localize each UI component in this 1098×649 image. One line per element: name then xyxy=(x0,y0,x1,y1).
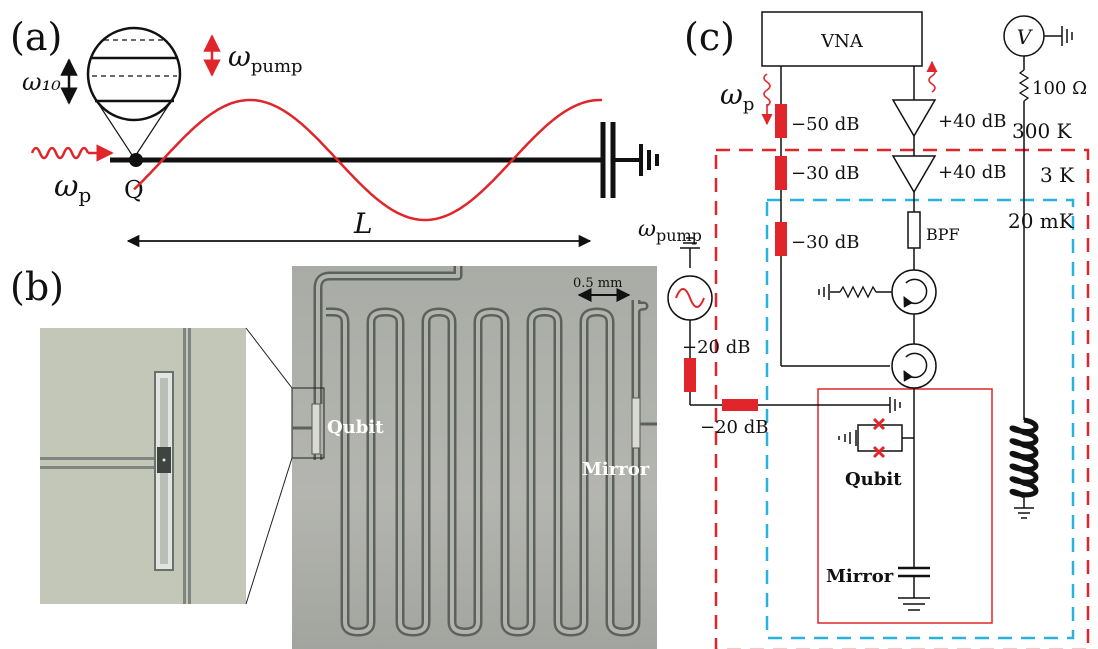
qubit-squid xyxy=(858,425,902,451)
pump-att-b-label: −20 dB xyxy=(700,417,768,438)
attenuator-30db-a xyxy=(775,156,787,190)
amplifier-3k xyxy=(893,156,935,192)
length-label: L xyxy=(353,207,373,240)
panel-c-label: (c) xyxy=(684,15,735,59)
voltage-source-label: V xyxy=(1017,25,1034,49)
att-50db-label: −50 dB xyxy=(791,114,859,135)
temp-300k-label: 300 K xyxy=(1012,119,1073,143)
probe-photon-wave xyxy=(764,74,770,106)
chip-qubit-label: Qubit xyxy=(327,417,384,438)
omega-p-label: ωp xyxy=(54,169,91,207)
chip-mirror-label: Mirror xyxy=(582,459,650,480)
panel-b: (b) 0.5 mm Qubit Mi xyxy=(10,265,657,649)
chip-mirror xyxy=(632,398,640,448)
bias-resistor-label: 100 Ω xyxy=(1032,78,1087,99)
bias-resistor xyxy=(1020,70,1028,101)
circulator-main xyxy=(892,344,936,388)
panel-a: (a) ω₁₀ ωpump ωp Q L xyxy=(10,15,657,241)
omega-pump-label: ωpump xyxy=(228,40,303,77)
vna-label: VNA xyxy=(820,31,864,52)
zoom-connector-top xyxy=(246,328,292,388)
qubit-node xyxy=(129,153,143,167)
att-30db-b-label: −30 dB xyxy=(791,232,859,253)
pump-attenuator-b xyxy=(722,399,758,411)
qubit-label: Qubit xyxy=(845,469,902,490)
temp-3k-label: 3 K xyxy=(1040,163,1075,187)
omega-p-label-c: ωp xyxy=(720,78,754,115)
scale-bar-label: 0.5 mm xyxy=(573,276,622,291)
mirror-label: Mirror xyxy=(826,566,894,587)
panel-c: (c) 300 K 3 K 20 mK VNA −50 dB −30 dB −3… xyxy=(638,12,1088,649)
circulator-isolator xyxy=(892,270,936,314)
energy-level-inset xyxy=(88,28,180,120)
temp-20mk-label: 20 mK xyxy=(1008,209,1075,233)
pump-att-a-label: −20 dB xyxy=(682,337,750,358)
attenuator-30db-b xyxy=(775,222,787,256)
amp-1-label: +40 dB xyxy=(938,111,1006,132)
chip-qubit xyxy=(312,404,320,454)
att-30db-a-label: −30 dB xyxy=(791,163,859,184)
bpf-label: BPF xyxy=(926,225,960,244)
incoming-photon-wave xyxy=(32,148,88,158)
pump-attenuator-a xyxy=(684,358,696,392)
sample-box xyxy=(818,389,992,623)
flux-coil xyxy=(1012,420,1036,496)
amp-2-label: +40 dB xyxy=(938,162,1006,183)
bandpass-filter xyxy=(908,212,920,248)
zoom-line-left xyxy=(96,100,134,158)
panel-a-label: (a) xyxy=(10,15,62,59)
panel-b-label: (b) xyxy=(10,265,64,309)
chip-micrograph: 0.5 mm Qubit Mirror xyxy=(292,266,657,649)
qubit-micrograph-zoom xyxy=(40,328,246,604)
zoom-connector-bottom xyxy=(246,458,292,604)
junction-top xyxy=(874,419,884,429)
qubit-node-label: Q xyxy=(124,176,144,204)
attenuator-50db xyxy=(775,104,787,138)
omega10-label: ω₁₀ xyxy=(22,68,61,96)
zoom-line-right xyxy=(134,100,172,158)
omega-pump-label-c: ωpump xyxy=(638,217,702,245)
termination-resistor xyxy=(840,287,876,297)
junction-bottom xyxy=(874,447,884,457)
amplifier-300k xyxy=(893,100,935,136)
